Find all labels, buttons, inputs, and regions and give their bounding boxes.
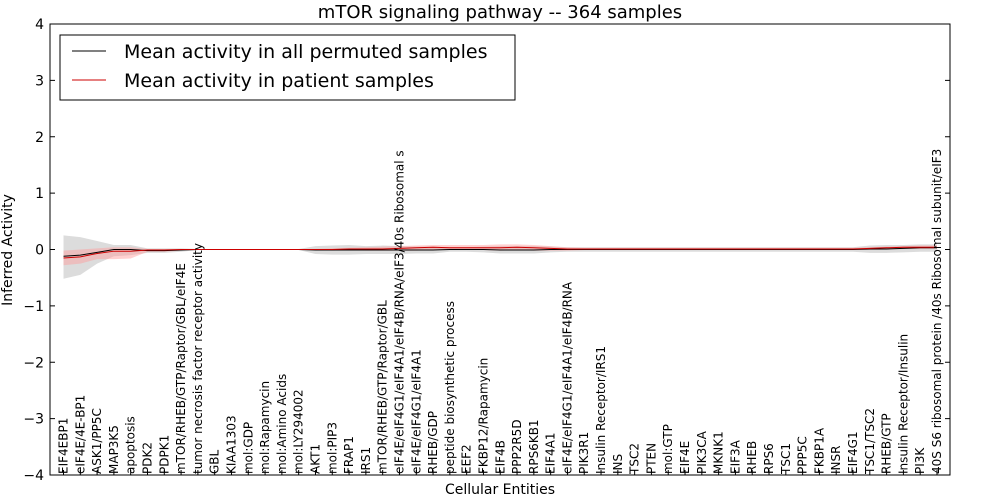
x-axis-label: Cellular Entities — [445, 482, 555, 498]
x-tick-label: TSC2 — [628, 443, 642, 475]
plot-frame — [49, 23, 951, 476]
x-tick-label: EEF2 — [460, 444, 474, 474]
x-tick-label: mTOR/RHEB/GTP/Raptor/GBL — [376, 300, 390, 474]
y-tick-label: −3 — [23, 412, 44, 428]
x-tick-label: PDPK1 — [157, 435, 171, 474]
x-tick-label: IRS1 — [359, 447, 373, 474]
x-tick-label: AKT1 — [308, 444, 322, 474]
x-tick-label: 40S S6 ribosomal protein /40s Ribosomal … — [930, 149, 944, 474]
y-tick-label: −4 — [23, 468, 44, 484]
x-tick-label: FKBP1A — [812, 427, 826, 474]
line-patient — [63, 246, 937, 259]
x-tick-label: PIK3R1 — [577, 432, 591, 474]
y-axis-label: Inferred Activity — [0, 194, 16, 306]
x-tick-label: mTOR/RHEB/GTP/Raptor/GBL/eIF4E — [174, 263, 188, 474]
x-tick-label: Insulin Receptor/IRS1 — [594, 346, 608, 474]
x-tick-label: mol:LY294002 — [292, 389, 306, 474]
x-tick-label: PDK2 — [140, 442, 154, 474]
y-tick-label: −2 — [23, 355, 44, 371]
x-tick-label: FRAP1 — [342, 436, 356, 474]
x-tick-label: PPP5C — [796, 436, 810, 474]
y-tick-label: 3 — [35, 73, 44, 89]
x-tick-label: MAP3K5 — [107, 425, 121, 474]
x-tick-label: EIF4G1 — [846, 431, 860, 474]
y-tick-label: −1 — [23, 299, 44, 315]
x-tick-label: RPS6KB1 — [527, 419, 541, 474]
x-tick-label: PIK3CA — [695, 430, 709, 474]
x-tick-label: PI3K — [913, 447, 927, 474]
x-tick-label: EIF4B — [493, 440, 507, 474]
x-tick-label: GBL — [208, 449, 222, 474]
x-tick-label: RPS6 — [762, 443, 776, 474]
x-tick-label: MKNK1 — [712, 431, 726, 474]
x-tick-label: eIF4E/eIF4G1/eIF4A1/eIF4B/RNA/eIF3/40s R… — [392, 150, 406, 474]
x-tick-label: EIF4A1 — [544, 432, 558, 474]
x-tick-label: eIF4E/eIF4G1/eIF4A1 — [409, 349, 423, 474]
x-axis-ticks: EIF4EBP1 eIF4E/4E-BP1 ASK1/PP5C MAP3K5 apopt… — [57, 149, 945, 475]
y-axis-ticks: −4 −3 −2 −1 0 1 2 3 4 — [23, 17, 950, 484]
x-tick-label: EIF3A — [728, 439, 742, 474]
x-tick-label: mol:PIP3 — [325, 422, 339, 474]
legend-box — [59, 34, 516, 101]
legend-label-patient: Mean activity in patient samples — [124, 70, 434, 92]
x-tick-label: EIF4EBP1 — [57, 418, 71, 474]
x-tick-label: mol:Amino Acids — [275, 374, 289, 474]
x-tick-label: mol:GTP — [661, 424, 675, 474]
y-tick-label: 0 — [35, 243, 44, 259]
x-tick-label: eIF4E/eIF4G1/eIF4A1/eIF4B/RNA — [560, 281, 574, 474]
x-tick-label: peptide biosynthetic process — [443, 301, 457, 474]
x-tick-label: TSC1/TSC2 — [863, 408, 877, 475]
legend-label-permuted: Mean activity in all permuted samples — [124, 41, 487, 63]
x-tick-label: apoptosis — [124, 416, 138, 474]
y-tick-label: 4 — [35, 17, 44, 33]
x-tick-label: ASK1/PP5C — [90, 408, 104, 474]
y-tick-label: 2 — [35, 130, 44, 146]
series-lines — [63, 246, 937, 259]
x-tick-label: PPP2R5D — [510, 419, 524, 474]
x-tick-label: INSR — [829, 446, 843, 474]
x-tick-label: INS — [611, 454, 625, 474]
x-tick-label: eIF4E/4E-BP1 — [73, 395, 87, 474]
x-tick-label: Insulin Receptor/Insulin — [896, 334, 910, 474]
x-tick-label: RHEB — [745, 441, 759, 474]
chart-title: mTOR signaling pathway -- 364 samples — [318, 2, 682, 23]
x-tick-label: KIAA1303 — [224, 415, 238, 474]
x-tick-label: tumor necrosis factor receptor activity — [191, 243, 205, 474]
x-tick-label: mol:Rapamycin — [258, 381, 272, 474]
x-tick-label: TSC1 — [779, 443, 793, 475]
x-tick-label: mol:GDP — [241, 422, 255, 474]
legend: Mean activity in all permuted samples Mea… — [59, 34, 516, 101]
y-tick-label: 1 — [35, 186, 44, 202]
x-tick-label: RHEB/GTP — [880, 413, 894, 474]
x-tick-label: RHEB/GDP — [426, 411, 440, 474]
x-tick-label: PTEN — [644, 443, 658, 474]
x-tick-label: EIF4E — [678, 441, 692, 474]
x-tick-label: FKBP12/Rapamycin — [476, 358, 490, 474]
